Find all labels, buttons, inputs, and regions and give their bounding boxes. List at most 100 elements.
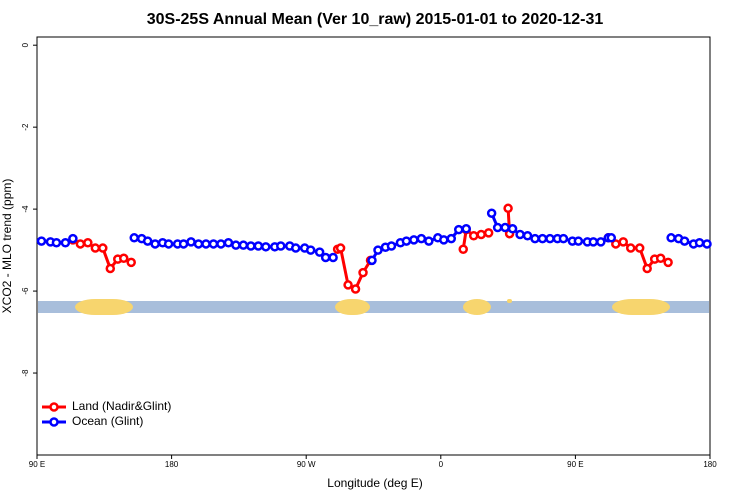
data-point — [98, 243, 108, 253]
data-point — [439, 235, 449, 245]
x-tick-label: 90 E — [29, 460, 45, 469]
x-axis-label: Longitude (deg E) — [327, 476, 422, 490]
data-point — [458, 244, 468, 255]
data-point — [246, 241, 256, 251]
data-point — [666, 233, 676, 243]
data-point — [60, 237, 71, 248]
x-tick-label: 90 W — [297, 460, 316, 469]
data-point — [343, 280, 353, 290]
y-tick-label: -6 — [21, 287, 30, 295]
data-point — [36, 236, 47, 246]
data-point — [68, 233, 78, 244]
plot-frame — [36, 36, 711, 456]
data-point — [223, 237, 234, 248]
data-point — [522, 231, 533, 241]
data-point — [606, 233, 617, 243]
data-point — [129, 233, 139, 243]
data-point — [694, 237, 705, 248]
data-point — [409, 235, 419, 245]
data-point — [468, 231, 479, 241]
data-point — [558, 233, 569, 244]
data-point — [328, 252, 338, 263]
data-point — [186, 237, 196, 247]
data-point — [573, 236, 584, 246]
data-point — [476, 229, 486, 240]
legend-label: Ocean (Glint) — [72, 414, 143, 428]
data-point — [118, 253, 129, 264]
data-point — [142, 236, 153, 246]
y-tick-label: -2 — [21, 123, 30, 131]
data-point — [373, 245, 383, 255]
data-point — [537, 233, 548, 244]
data-point — [261, 242, 271, 252]
land-strip — [463, 299, 491, 315]
data-point — [655, 253, 666, 264]
x-tick-label: 90 E — [567, 460, 583, 469]
data-point — [618, 237, 629, 247]
data-point — [290, 243, 301, 253]
data-point — [208, 239, 219, 249]
data-point — [424, 236, 434, 246]
data-point — [305, 245, 316, 255]
data-point — [105, 263, 116, 274]
data-point — [515, 229, 525, 240]
data-point — [320, 252, 331, 263]
land-strip — [75, 299, 133, 315]
data-point — [461, 224, 471, 234]
data-point — [486, 208, 497, 218]
data-point — [126, 257, 136, 268]
data-point — [150, 239, 160, 249]
data-point — [545, 233, 555, 244]
surface-strip — [38, 299, 709, 315]
data-point — [679, 236, 690, 246]
data-point — [588, 237, 599, 247]
data-point — [634, 243, 645, 253]
y-tick-label: -4 — [21, 205, 30, 213]
data-point — [483, 228, 494, 238]
y-axis-label: XCO2 - MLO trend (ppm) — [0, 179, 14, 314]
data-point — [500, 222, 510, 233]
data-point — [642, 263, 652, 274]
data-point — [386, 241, 397, 251]
data-point — [335, 243, 346, 253]
data-point — [178, 239, 189, 249]
data-point — [492, 222, 503, 233]
data-point — [51, 237, 62, 248]
data-point — [231, 240, 241, 250]
land-strip — [612, 299, 670, 315]
chart-title: 30S-25S Annual Mean (Ver 10_raw) 2015-01… — [147, 11, 604, 28]
data-point — [90, 243, 101, 253]
land-strip — [335, 299, 370, 315]
x-tick-label: 0 — [439, 460, 444, 469]
x-tick-label: 180 — [165, 460, 179, 469]
legend-marker — [49, 402, 59, 412]
data-point — [238, 240, 249, 250]
data-point — [253, 241, 264, 251]
data-point — [453, 224, 464, 235]
legend-marker — [49, 417, 59, 427]
data-point — [503, 203, 513, 214]
data-point — [367, 255, 377, 266]
data-point — [596, 237, 606, 247]
y-tick-label: -8 — [21, 369, 30, 377]
x-tick-label: 180 — [703, 460, 717, 469]
data-point — [401, 236, 412, 246]
data-point — [276, 241, 286, 251]
data-point — [625, 243, 636, 253]
data-point — [193, 239, 204, 249]
ocean-strip — [38, 301, 709, 313]
data-point — [358, 267, 368, 278]
data-point — [416, 233, 427, 244]
data-point — [83, 237, 93, 248]
data-point — [163, 239, 174, 249]
data-point — [702, 239, 712, 249]
data-point — [350, 284, 361, 294]
data-point — [314, 247, 325, 257]
data-point — [446, 233, 457, 244]
data-point — [201, 239, 211, 249]
data-point — [507, 224, 518, 234]
data-point — [663, 257, 673, 268]
data-point — [216, 239, 226, 249]
